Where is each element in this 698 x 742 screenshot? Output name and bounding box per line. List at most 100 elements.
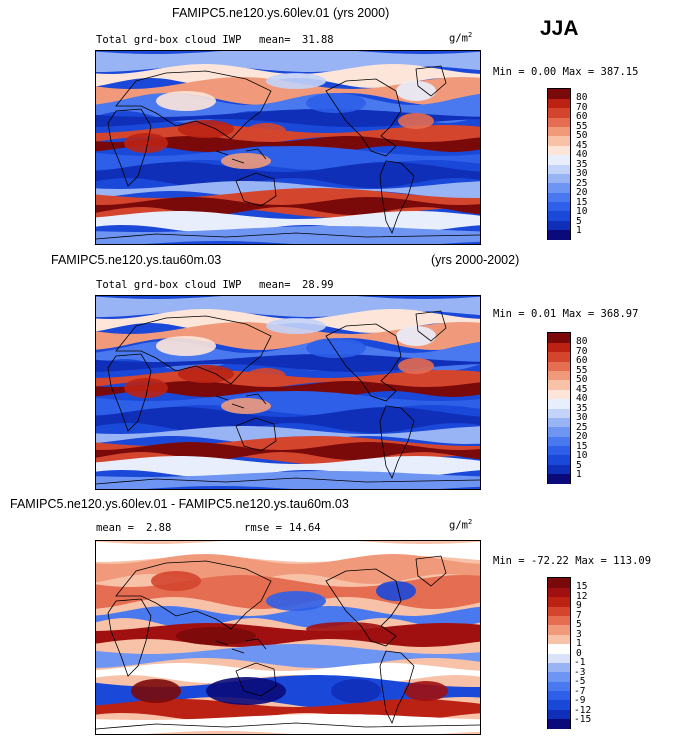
colorbar-tick-label: 25	[576, 421, 588, 433]
colorbar-segment	[548, 596, 570, 607]
colorbar-tick-label: 50	[576, 130, 588, 141]
coastlines	[96, 555, 480, 730]
colorbar-segment	[548, 606, 570, 616]
coastline-path	[215, 393, 267, 409]
colorbar-tick-label: 30	[576, 412, 588, 423]
colorbar-segment	[548, 454, 570, 465]
colorbar-segment	[548, 699, 570, 710]
colorbar-tick-label: 60	[576, 355, 588, 366]
field-band	[96, 407, 480, 433]
colorbar-segment	[548, 126, 570, 137]
field-band	[96, 354, 480, 372]
colorbar-tick-label: -15	[574, 714, 592, 725]
panel1-units-base: g/m	[449, 32, 468, 45]
colorbar-segment	[548, 709, 570, 720]
field-blob	[306, 338, 366, 358]
colorbar-tick-label: 12	[576, 590, 588, 602]
field-blob	[246, 368, 286, 384]
colorbar-segment	[548, 201, 570, 212]
colorbar-tick-label: 45	[576, 139, 588, 151]
colorbar-segment	[548, 615, 570, 626]
coastlines	[96, 310, 480, 485]
coastline-path	[415, 310, 447, 342]
panel3-map-image	[96, 541, 480, 734]
colorbar-segment	[548, 229, 570, 240]
field-band	[96, 714, 480, 734]
field-band	[96, 77, 480, 105]
panel2-subtitle: Total grd-box cloud IWP	[96, 279, 242, 291]
colorbar-segment	[548, 361, 570, 371]
colorbar-segment	[548, 173, 570, 184]
colorbar-tick-label: -9	[574, 695, 586, 706]
panel2-map-image	[96, 296, 480, 489]
panel1-colorbar	[547, 88, 571, 240]
colorbar-segment	[548, 662, 570, 673]
colorbar-segment	[548, 342, 570, 353]
colorbar-segment	[548, 681, 570, 691]
colorbar-tick-label: 55	[576, 364, 588, 376]
field-blob	[396, 81, 436, 101]
colorbar-tick-label: 35	[576, 402, 588, 414]
coastline-path	[415, 555, 447, 587]
panel2-max-label: Max =	[562, 308, 595, 320]
colorbar-tick-label: 45	[576, 383, 588, 395]
colorbar-tick-label: 80	[576, 92, 588, 103]
panel1-mean-label: mean=	[259, 34, 291, 46]
field-blob	[131, 679, 181, 703]
colorbar-segment	[548, 417, 570, 428]
colorbar-tick-label: 0	[576, 647, 582, 659]
field-blob	[398, 113, 434, 129]
coastline-path	[115, 315, 272, 385]
field-band	[96, 226, 480, 244]
colorbar-tick-label: 1	[576, 469, 582, 480]
colorbar-segment	[548, 426, 570, 437]
colorbar-segment	[548, 436, 570, 446]
colorbar-tick-label: 15	[576, 581, 588, 592]
colorbar-segment	[548, 210, 570, 221]
field-blob	[178, 120, 234, 138]
panel2-title: FAMIPC5.ne120.ys.tau60m.03	[51, 253, 222, 267]
colorbar-tick-label: 10	[576, 450, 588, 461]
field-blob	[306, 622, 386, 636]
colorbar-segment	[548, 182, 570, 193]
coastline-path	[115, 70, 272, 140]
field-band	[96, 471, 480, 489]
colorbar-tick-label: 35	[576, 158, 588, 170]
coastline-path	[96, 722, 480, 730]
colorbar-tick-label: 5	[576, 459, 582, 471]
panel3-units-base: g/m	[449, 519, 468, 532]
colorbar-tick-label: 3	[576, 628, 582, 640]
colorbar-tick-label: 20	[576, 431, 588, 442]
panel1-map	[95, 50, 481, 245]
colorbar-tick-label: 60	[576, 111, 588, 122]
panel3-map	[95, 540, 481, 735]
panel3-title: FAMIPC5.ne120.ys.60lev.01 - FAMIPC5.ne12…	[10, 497, 349, 511]
colorbar-tick-label: 10	[576, 206, 588, 217]
colorbar-segment	[548, 634, 570, 645]
field-blob	[266, 591, 326, 611]
field-blob	[246, 123, 286, 139]
coastline-path	[235, 172, 277, 207]
panel3-colorbar	[547, 577, 571, 729]
coastline-path	[325, 568, 402, 647]
colorbar-tick-label: 30	[576, 168, 588, 179]
colorbar-tick-label: 70	[576, 345, 588, 357]
panel3-mean-value: 2.88	[146, 522, 172, 534]
panel2-colorbar	[547, 332, 571, 484]
colorbar-tick-label: 55	[576, 120, 588, 132]
coastline-path	[107, 108, 152, 187]
season-label: JJA	[540, 17, 579, 40]
panel3-max-label: Max =	[575, 555, 607, 567]
colorbar-tick-label: 5	[576, 215, 582, 227]
field-blob	[124, 133, 168, 153]
field-band	[96, 606, 480, 628]
field-blob	[221, 153, 271, 169]
colorbar-segment	[548, 89, 570, 99]
field-blob	[176, 627, 256, 645]
panel2-max-value: 368.97	[600, 308, 639, 320]
panel2-min-label: Min =	[493, 308, 525, 320]
colorbar-tick-label: -12	[574, 704, 592, 716]
colorbar-tick-label: 40	[576, 149, 588, 160]
coastline-path	[235, 417, 277, 452]
colorbar-segment	[548, 351, 570, 362]
